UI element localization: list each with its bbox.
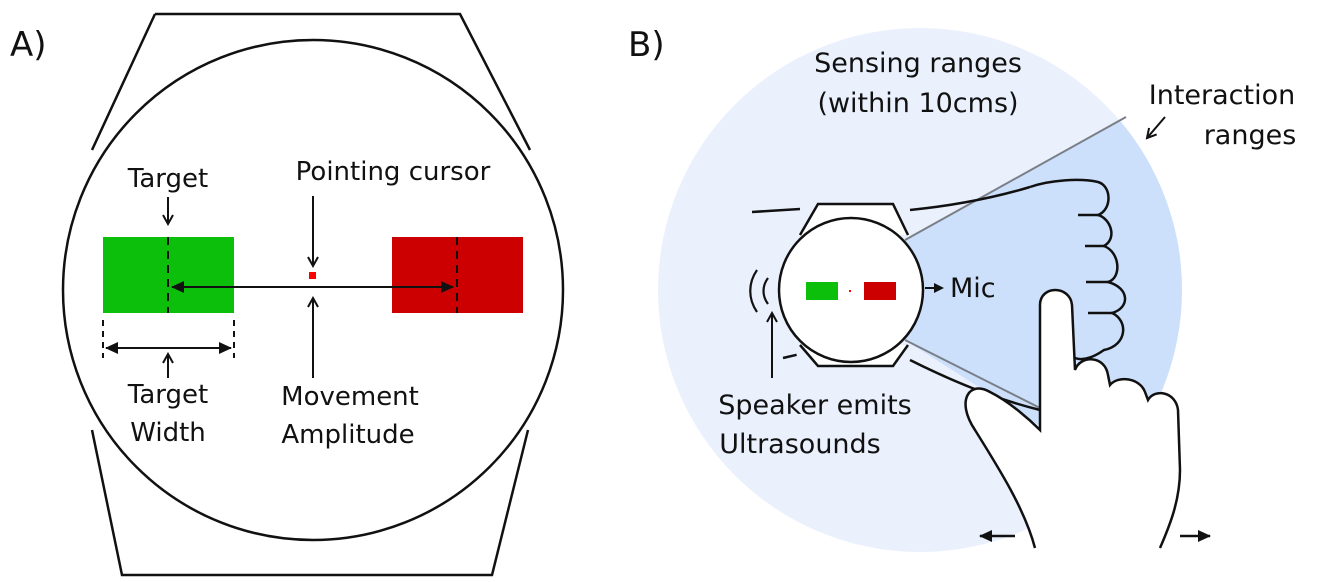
speaker-label-line1: Speaker emits — [718, 390, 911, 421]
interaction-range-lower-edge — [904, 339, 1041, 409]
speaker-label-line2: Ultrasounds — [719, 429, 881, 460]
panel-b-label: B) — [628, 25, 665, 65]
sensing-range-label-line1: Sensing ranges — [814, 48, 1022, 79]
panel-b: B) Sensing ranges (within 10cms) — [628, 25, 1297, 552]
panel-a: A) Target Pointing cursor Target Width M… — [10, 12, 565, 577]
watch-strap-outline — [90, 12, 532, 577]
target-label: Target — [127, 164, 208, 194]
sound-wave-outer — [749, 269, 758, 313]
green-target — [103, 237, 234, 313]
forearm-top-line — [909, 185, 1031, 212]
pointing-cursor-label: Pointing cursor — [296, 157, 491, 187]
sound-wave-inner — [762, 277, 769, 305]
sensing-range-label-line2: (within 10cms) — [817, 88, 1018, 119]
target-width-label-line1: Target — [127, 380, 208, 410]
panel-a-label: A) — [10, 25, 47, 65]
interaction-range-upper-edge — [904, 116, 1127, 241]
interaction-range-label-line2: ranges — [1204, 120, 1297, 151]
watch-b-red-target — [864, 282, 896, 300]
amplitude-label-line2: Amplitude — [281, 420, 414, 450]
amplitude-label-line1: Movement — [281, 382, 419, 412]
watch-b-cursor — [849, 290, 851, 292]
wrist-strap-top-left — [751, 207, 801, 214]
red-target — [392, 237, 523, 313]
target-width-label-line2: Width — [130, 418, 206, 448]
interaction-range-pointer-arrow — [1147, 116, 1166, 138]
mic-label: Mic — [950, 273, 996, 304]
interaction-range-label-line1: Interaction — [1149, 80, 1295, 111]
watch-b-green-target — [806, 282, 838, 300]
fist-knuckle-line — [1078, 213, 1112, 315]
wrist-strap-bottom-left — [782, 352, 801, 360]
pointing-hand — [964, 288, 1182, 549]
pointing-cursor — [309, 272, 316, 279]
